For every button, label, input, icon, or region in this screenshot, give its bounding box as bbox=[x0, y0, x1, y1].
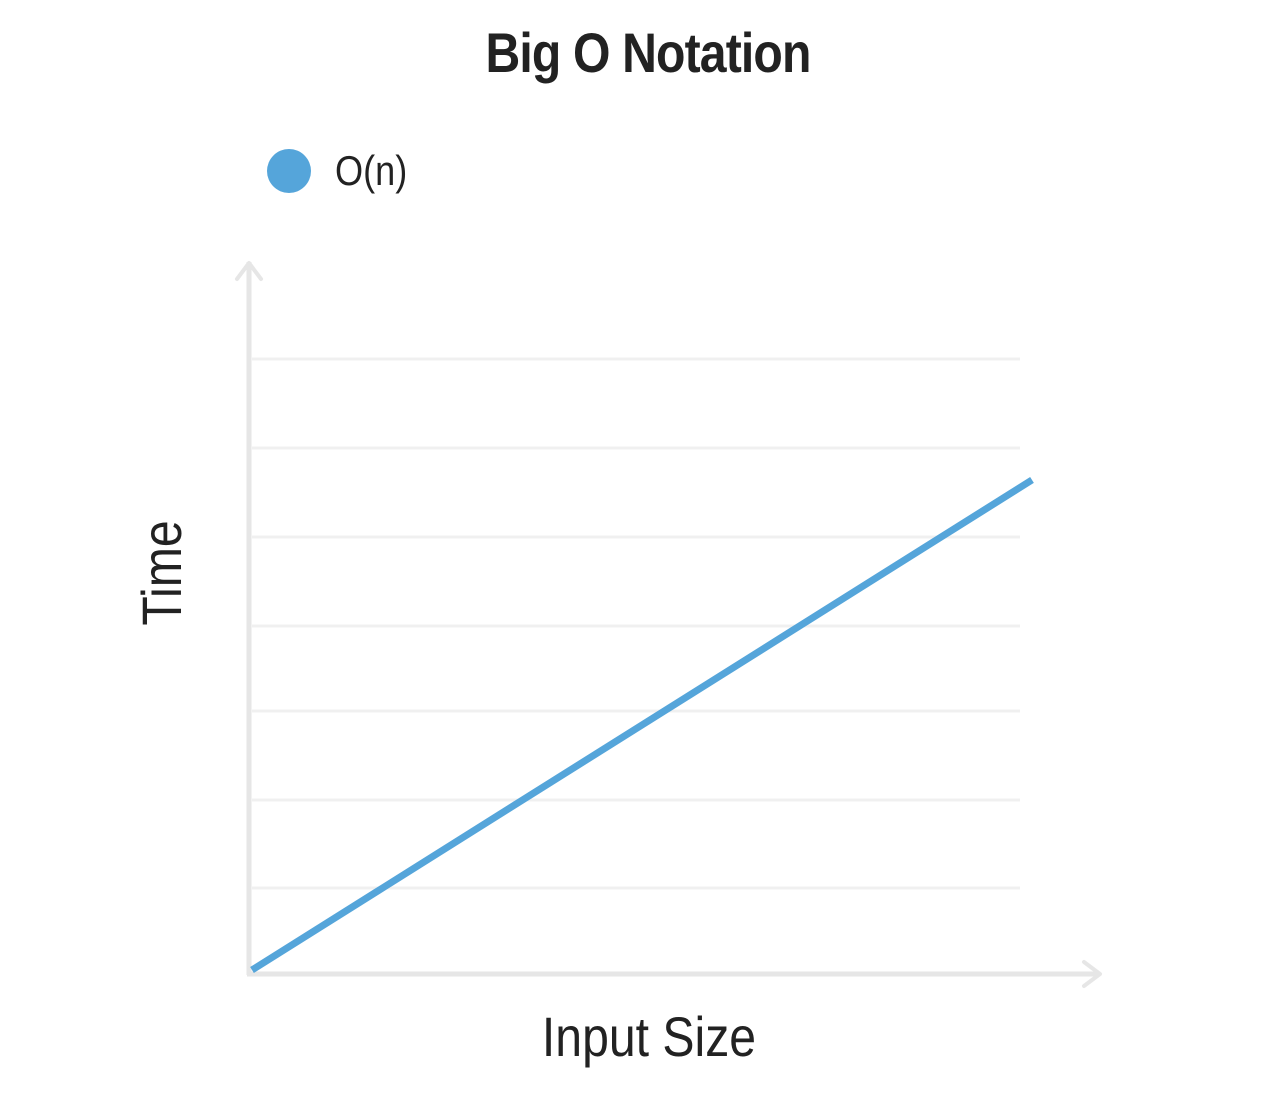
legend-swatch bbox=[267, 149, 311, 193]
x-axis-label: Input Size bbox=[541, 1005, 757, 1068]
series bbox=[250, 476, 1034, 973]
chart-title: Big O Notation bbox=[485, 21, 811, 84]
axes bbox=[235, 261, 1102, 988]
y-axis-arrowhead bbox=[235, 261, 263, 281]
y-axis-label: Time bbox=[130, 520, 193, 626]
x-axis-arrowhead bbox=[1082, 960, 1102, 988]
legend: O(n) bbox=[267, 146, 419, 196]
legend-label-o-n: O(n) bbox=[335, 147, 408, 194]
gridlines bbox=[252, 357, 1020, 890]
series-line-o-n bbox=[250, 476, 1034, 973]
